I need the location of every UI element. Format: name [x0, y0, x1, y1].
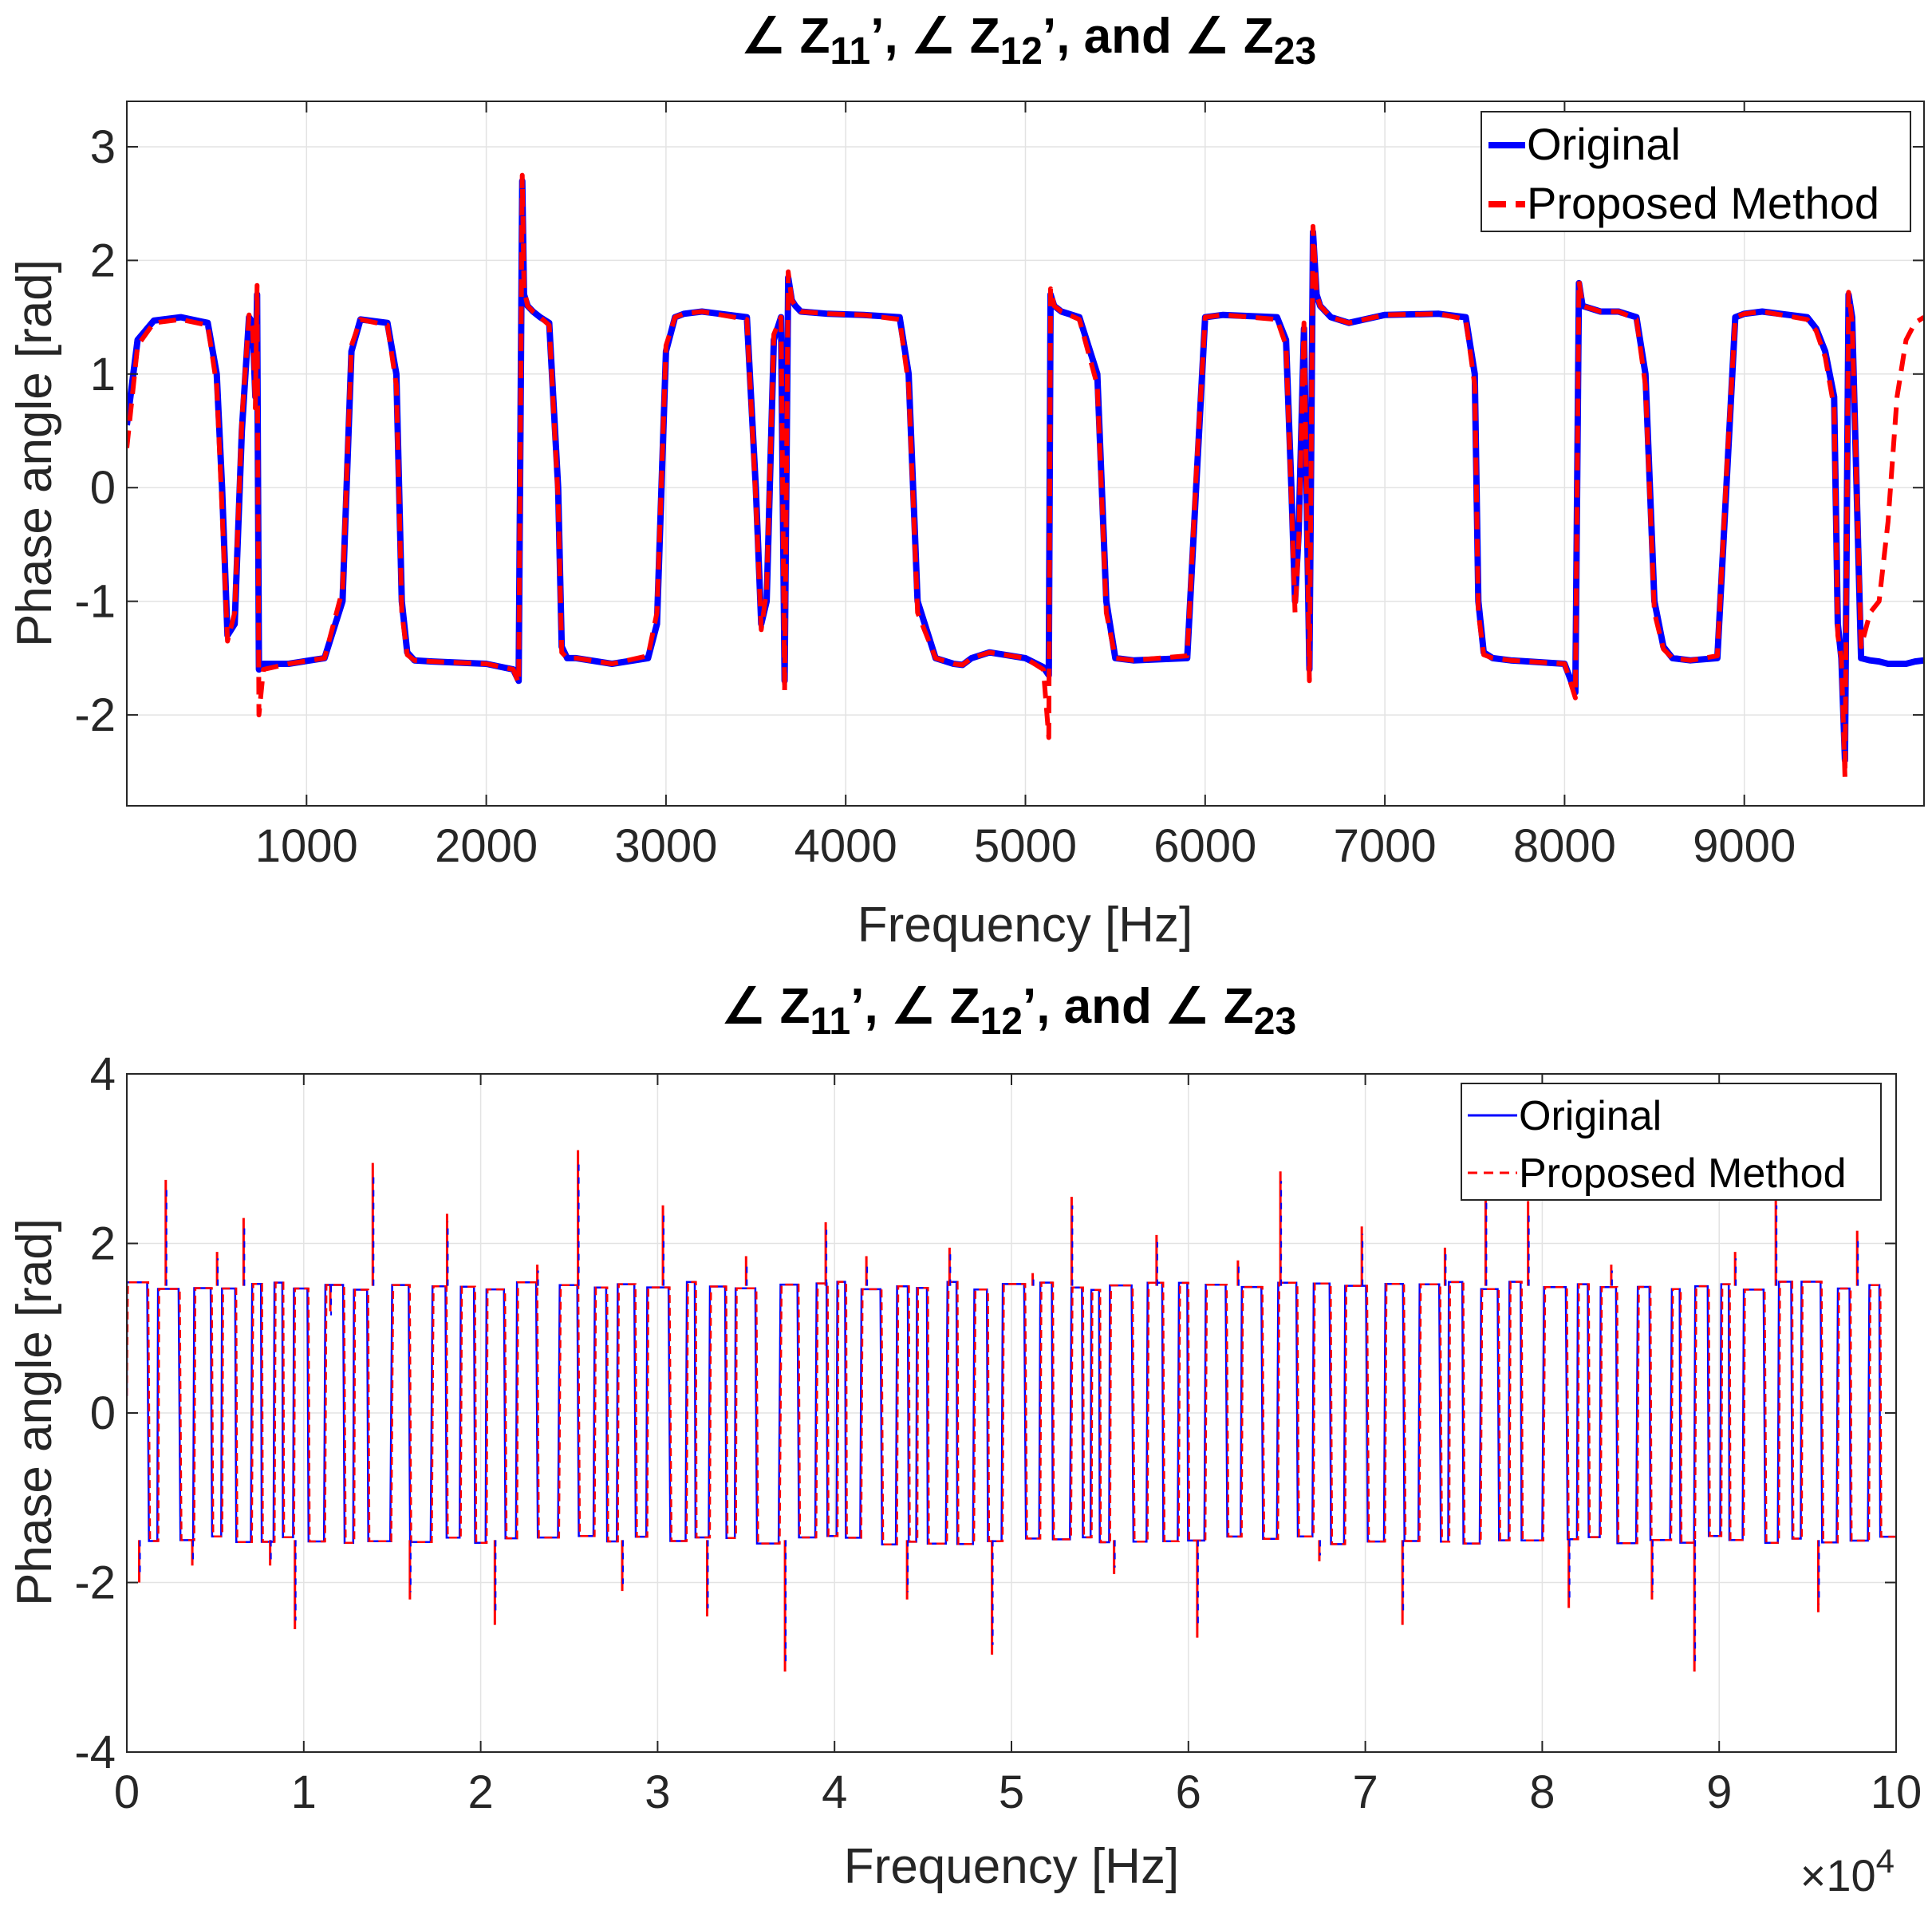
- bottom-legend-original-label: Original: [1519, 1093, 1662, 1139]
- x-tick-label: 9: [1706, 1766, 1732, 1818]
- x-tick-label: 5000: [974, 820, 1077, 872]
- bottom-plot-clip: [127, 1150, 1896, 1672]
- x-tick-label: 3000: [614, 820, 717, 872]
- top-legend: Original Proposed Method: [1481, 111, 1911, 232]
- x-tick-label: 4: [822, 1766, 847, 1818]
- x-tick-label: 1: [291, 1766, 317, 1818]
- x-tick-label: 6: [1176, 1766, 1201, 1818]
- y-tick-label: 0: [90, 462, 116, 514]
- bottom-y-axis-label: Phase angle [rad]: [7, 1218, 62, 1606]
- x-tick-label: 0: [114, 1766, 140, 1818]
- x-tick-label: 3: [645, 1766, 670, 1818]
- y-tick-label: -2: [74, 1557, 116, 1609]
- bottom-x-axis-label: Frequency [Hz]: [844, 1839, 1179, 1894]
- x-tick-label: 8: [1529, 1766, 1555, 1818]
- top-chart: ∠ Z11’, ∠ Z12’, and ∠ Z23 1000 2000 3000 40…: [7, 9, 1925, 953]
- x-tick-label: 5: [999, 1766, 1024, 1818]
- x-tick-label: 1000: [255, 820, 358, 872]
- bottom-x-exponent-label: ×104: [1800, 1842, 1895, 1901]
- y-tick-label: -2: [74, 689, 116, 741]
- bottom-chart-title: ∠ Z11’, ∠ Z12’, and ∠ Z23: [722, 979, 1296, 1043]
- top-legend-proposed-label: Proposed Method: [1527, 178, 1879, 228]
- x-tick-label: 2000: [435, 820, 538, 872]
- y-tick-label: 2: [90, 235, 116, 286]
- top-y-axis-label: Phase angle [rad]: [7, 259, 62, 647]
- bottom-legend-proposed-label: Proposed Method: [1519, 1150, 1847, 1197]
- bottom-legend: Original Proposed Method: [1461, 1083, 1882, 1201]
- bottom-series-lines: [127, 1150, 1896, 1672]
- bottom-chart: ∠ Z11’, ∠ Z12’, and ∠ Z23 0 1 2 3 4 5 6 7 8 9 10 -4…: [7, 979, 1922, 1900]
- x-tick-label: 4000: [794, 820, 897, 872]
- x-tick-label: 10: [1871, 1766, 1922, 1818]
- y-tick-label: -1: [74, 576, 116, 628]
- top-legend-box: [1481, 111, 1911, 232]
- bottom-legend-box: [1461, 1083, 1882, 1201]
- top-plot-clip: [127, 172, 1924, 780]
- top-legend-original-label: Original: [1527, 119, 1681, 169]
- top-series-lines: [127, 172, 1924, 780]
- bottom-series-proposed-line: [127, 1281, 1896, 1545]
- x-tick-label: 2: [467, 1766, 493, 1818]
- top-x-axis-label: Frequency [Hz]: [858, 898, 1193, 953]
- x-tick-label: 8000: [1513, 820, 1616, 872]
- y-tick-label: 4: [90, 1048, 116, 1100]
- x-tick-label: 9000: [1693, 820, 1796, 872]
- bottom-ticks: 0 1 2 3 4 5 6 7 8 9 10 -4 -2 0 2 4: [74, 1048, 1922, 1818]
- x-tick-label: 7000: [1334, 820, 1437, 872]
- y-tick-label: 0: [90, 1387, 116, 1439]
- x-tick-label: 7: [1352, 1766, 1378, 1818]
- x-tick-label: 6000: [1153, 820, 1256, 872]
- top-chart-title: ∠ Z11’, ∠ Z12’, and ∠ Z23: [742, 9, 1316, 73]
- y-tick-label: -4: [74, 1727, 116, 1778]
- y-tick-label: 1: [90, 349, 116, 401]
- y-tick-label: 2: [90, 1218, 116, 1270]
- top-ticks: 1000 2000 3000 4000 5000 6000 7000 8000 9000 -2 -1…: [74, 101, 1924, 872]
- y-tick-label: 3: [90, 121, 116, 173]
